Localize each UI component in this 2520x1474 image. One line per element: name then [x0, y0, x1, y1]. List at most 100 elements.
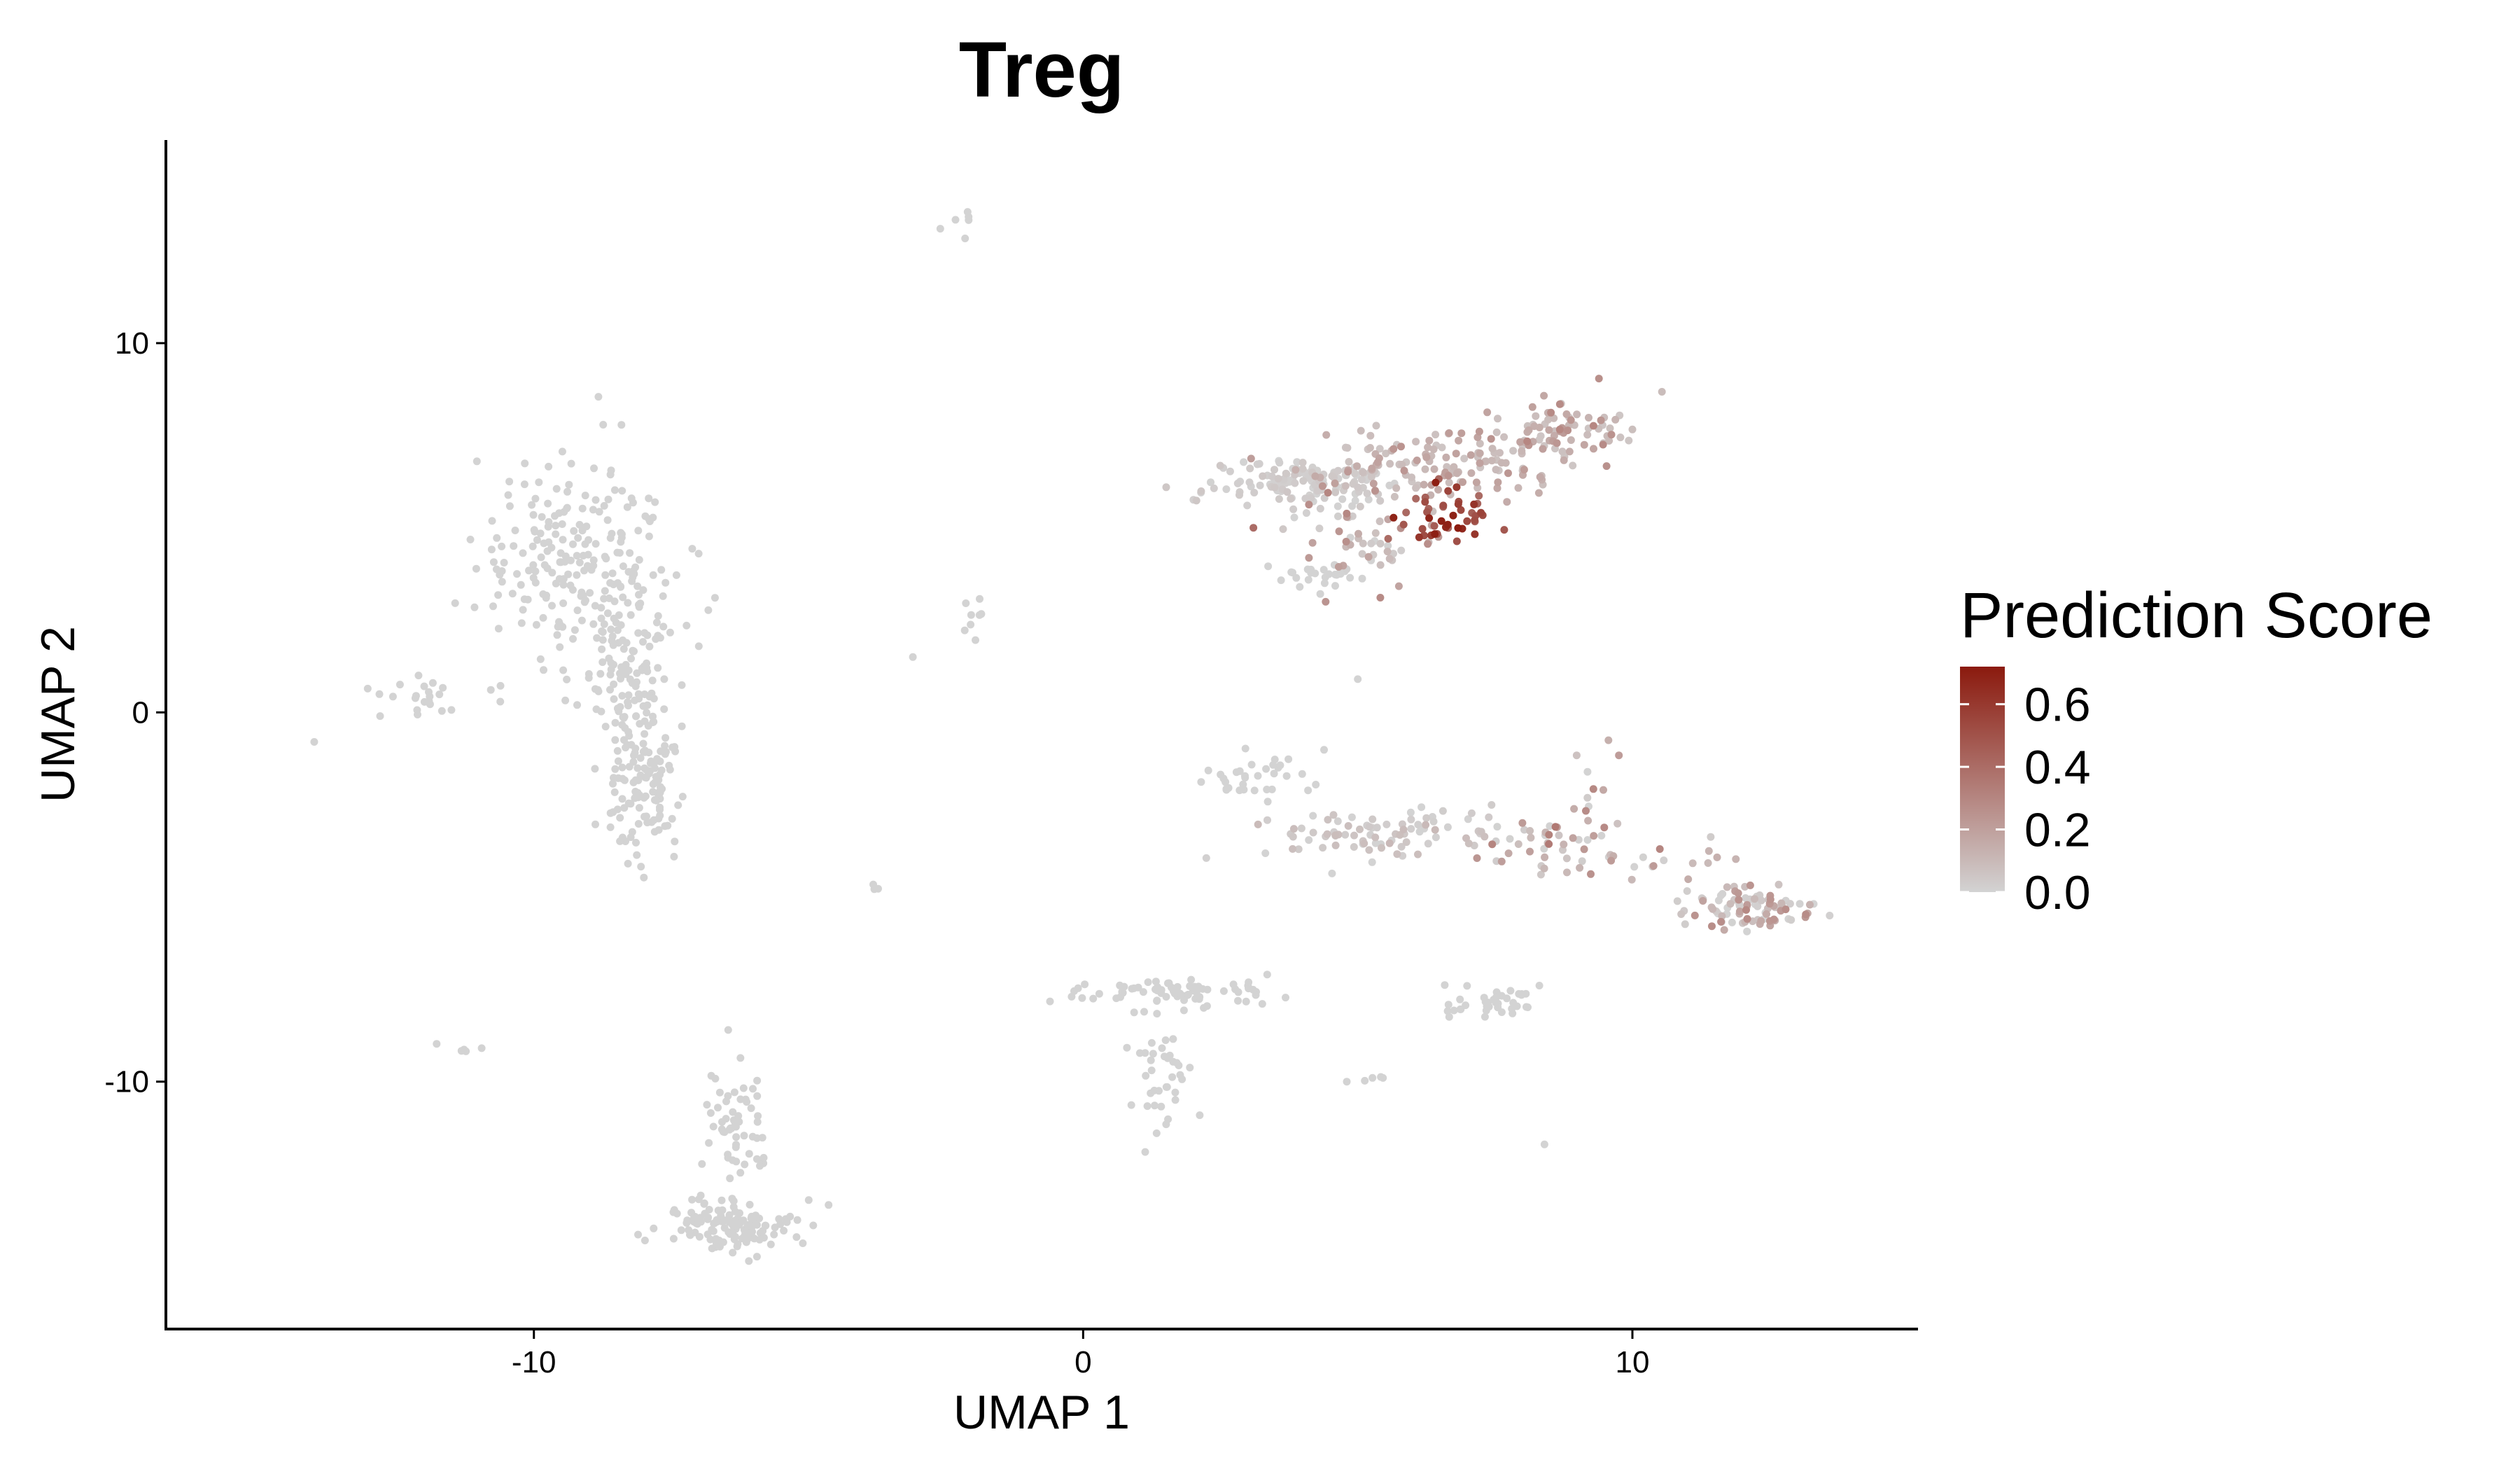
scatter-point [606, 686, 614, 694]
scatter-point [657, 566, 666, 574]
scatter-point [752, 1253, 761, 1261]
scatter-point [678, 681, 686, 689]
scatter-point [792, 1233, 801, 1242]
scatter-point [1717, 917, 1726, 926]
scatter-point [1735, 908, 1744, 916]
scatter-point [1449, 511, 1457, 520]
scatter-point [639, 638, 647, 646]
scatter-point [1470, 500, 1478, 508]
scatter-point [1453, 469, 1461, 478]
scatter-point [739, 1216, 748, 1225]
scatter-point [1144, 978, 1152, 987]
scatter-point [1492, 428, 1501, 436]
scatter-point [1425, 436, 1434, 445]
scatter-point [1341, 830, 1350, 839]
scatter-point [661, 742, 669, 750]
scatter-point [558, 520, 566, 528]
scatter-point [1475, 492, 1483, 500]
scatter-point [470, 603, 479, 611]
legend-tick-label: 0.4 [2024, 741, 2091, 794]
y-tick-label: 10 [115, 326, 149, 361]
scatter-point [1342, 538, 1350, 545]
scatter-point [1407, 825, 1415, 833]
scatter-point [1471, 516, 1479, 524]
scatter-point [1445, 429, 1453, 437]
scatter-point [529, 561, 538, 569]
scatter-point [1392, 484, 1401, 492]
scatter-point [654, 826, 663, 834]
scatter-point [1414, 821, 1422, 829]
scatter-point [1320, 566, 1328, 574]
scatter-point [645, 532, 653, 541]
scatter-point [575, 558, 584, 566]
scatter-point [618, 833, 626, 842]
scatter-point [565, 480, 573, 489]
scatter-point [1602, 462, 1611, 471]
scatter-point [606, 534, 615, 542]
scatter-point [1504, 849, 1513, 858]
scatter-point [650, 816, 658, 824]
scatter-point [1236, 767, 1244, 775]
scatter-point [1422, 814, 1431, 822]
scatter-point [643, 709, 651, 717]
scatter-point [1751, 895, 1758, 903]
scatter-point [1250, 786, 1259, 795]
scatter-point [1338, 495, 1347, 503]
scatter-point [635, 556, 643, 564]
scatter-point [653, 755, 662, 763]
scatter-point [1444, 471, 1452, 480]
scatter-point [632, 838, 640, 847]
scatter-point [1344, 822, 1352, 830]
scatter-point [1576, 863, 1584, 872]
scatter-point [1350, 469, 1359, 478]
scatter-point [578, 588, 586, 597]
scatter-point [730, 1088, 738, 1097]
scatter-point [1329, 811, 1338, 819]
scatter-point [1418, 524, 1427, 533]
scatter-point [589, 620, 598, 628]
scatter-point [556, 643, 564, 651]
scatter-point [641, 792, 650, 800]
scatter-point [1467, 809, 1476, 817]
scatter-point [1202, 854, 1210, 862]
scatter-point [1432, 478, 1440, 487]
scatter-point [804, 1196, 813, 1204]
scatter-point [1335, 527, 1343, 536]
scatter-point [472, 564, 480, 573]
scatter-point [766, 1240, 775, 1249]
scatter-point [936, 225, 944, 233]
scatter-point [1356, 825, 1364, 833]
x-tick-label: 10 [1616, 1345, 1650, 1379]
scatter-point [601, 571, 610, 579]
scatter-point [1415, 533, 1423, 541]
scatter-point [1382, 450, 1390, 458]
scatter-point [1364, 495, 1373, 503]
scatter-point [1263, 971, 1271, 979]
scatter-point [1254, 772, 1262, 780]
scatter-point [1250, 489, 1259, 496]
scatter-point [1305, 501, 1313, 509]
scatter-point [1518, 990, 1526, 998]
scatter-point [487, 545, 496, 554]
scatter-point [1535, 424, 1544, 431]
scatter-point [1431, 530, 1439, 538]
scatter-point [1123, 1043, 1131, 1052]
scatter-point [1438, 443, 1446, 452]
scatter-point [634, 582, 642, 590]
scatter-point [617, 421, 626, 429]
scatter-point [573, 552, 581, 560]
scatter-point [569, 540, 577, 548]
scatter-point [624, 799, 633, 807]
scatter-point [1583, 431, 1592, 439]
scatter-point [967, 620, 975, 629]
scatter-point [477, 1044, 486, 1052]
scatter-point [1589, 785, 1597, 793]
scatter-point [1399, 520, 1408, 529]
scatter-point [976, 595, 983, 603]
scatter-point [636, 754, 645, 762]
scatter-point [1718, 912, 1726, 920]
scatter-point [659, 592, 667, 600]
scatter-point [1350, 831, 1358, 840]
scatter-point [1509, 447, 1518, 455]
scatter-point [1454, 524, 1462, 532]
